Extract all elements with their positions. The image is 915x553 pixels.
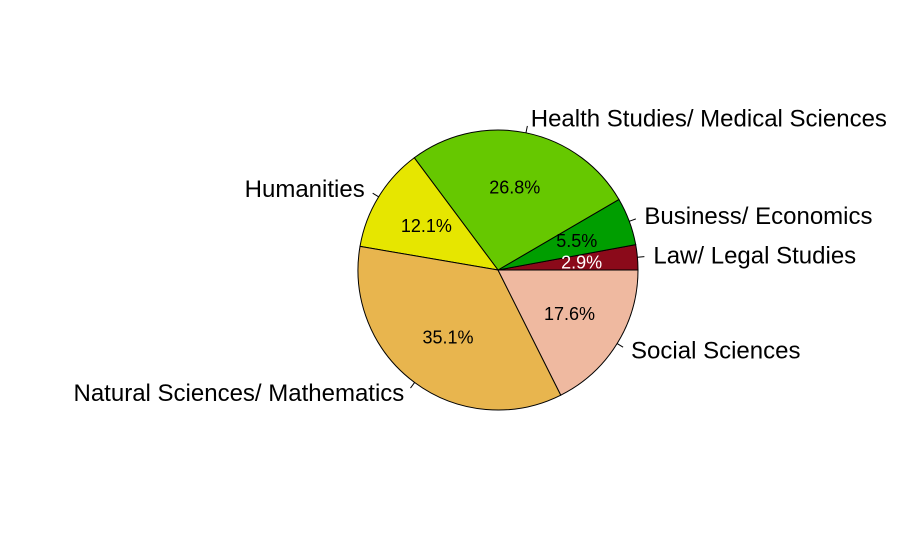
pie-slice-health-studies-medical-sciences	[413, 129, 620, 271]
label-tick-law-legal-studies	[637, 256, 645, 258]
percent-label-law-legal-studies: 2.9%	[561, 252, 602, 272]
label-ticks	[372, 125, 645, 389]
percent-labels: 2.9%5.5% 26.8% 12.1% 35.1% 17.6%	[401, 178, 602, 348]
category-label-law-legal-studies: Law/ Legal Studies	[653, 242, 856, 269]
label-tick-natural-sciences-mathematics	[410, 382, 416, 389]
percent-label-humanities: 12.1%	[401, 216, 452, 236]
category-label-social-sciences: Social Sciences	[631, 337, 800, 364]
label-tick-humanities	[372, 192, 379, 198]
label-tick-health-studies-medical-sciences	[525, 125, 528, 133]
label-tick-social-sciences	[616, 343, 624, 348]
percent-label-social-sciences: 17.6%	[544, 304, 595, 324]
category-label-natural-sciences-mathematics: Natural Sciences/ Mathematics	[74, 380, 405, 407]
label-tick-business-economics	[629, 218, 637, 222]
percent-label-natural-sciences-mathematics: 35.1%	[422, 327, 473, 347]
category-labels: Law/ Legal Studies Business/ Economics Hea…	[74, 106, 887, 408]
pie-slice-humanities	[359, 157, 500, 271]
percent-label-health-studies-medical-sciences: 26.8%	[489, 178, 540, 198]
percent-label-business-economics: 5.5%	[556, 231, 597, 251]
category-label-business-economics: Business/ Economics	[644, 203, 872, 230]
category-label-humanities: Humanities	[245, 176, 365, 203]
category-label-health-studies-medical-sciences: Health Studies/ Medical Sciences	[531, 106, 887, 133]
